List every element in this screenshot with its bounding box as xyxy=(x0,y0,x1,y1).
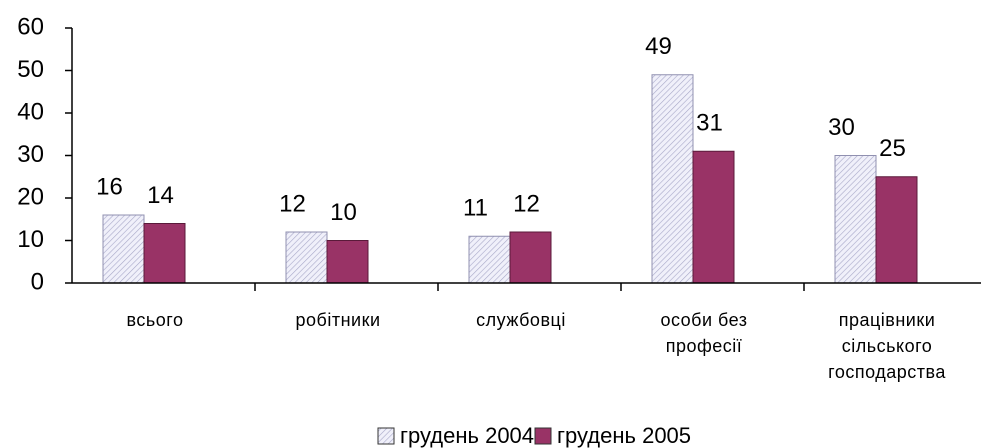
y-tick-label: 30 xyxy=(17,141,44,168)
bar xyxy=(102,214,145,284)
legend-label: грудень 2004 xyxy=(400,423,534,448)
data-label: 16 xyxy=(96,173,123,200)
y-tick-label: 0 xyxy=(31,268,44,295)
bar xyxy=(692,150,735,284)
x-tick-label: особи без професії xyxy=(660,310,748,356)
data-label: 31 xyxy=(696,110,723,137)
bar xyxy=(143,223,186,284)
legend-label: грудень 2005 xyxy=(557,423,691,448)
bar xyxy=(326,240,369,284)
x-tick-label: робітники xyxy=(295,310,381,330)
data-label: 14 xyxy=(147,182,174,209)
data-label: 12 xyxy=(513,190,540,217)
legend-swatch xyxy=(377,427,395,445)
bar xyxy=(875,176,918,284)
bar xyxy=(651,74,694,284)
y-tick-label: 10 xyxy=(17,226,44,253)
data-label: 49 xyxy=(645,33,672,60)
data-label: 12 xyxy=(279,190,306,217)
bar xyxy=(285,231,328,284)
data-label: 25 xyxy=(879,135,906,162)
data-label: 10 xyxy=(330,199,357,226)
x-tick-label: всього xyxy=(126,310,184,330)
y-tick-label: 50 xyxy=(17,56,44,83)
y-tick-label: 60 xyxy=(17,13,44,40)
y-tick-label: 20 xyxy=(17,183,44,210)
y-tick-label: 40 xyxy=(17,98,44,125)
bar xyxy=(509,231,552,284)
x-tick-label: працівники сільського господарства xyxy=(828,310,946,382)
bar xyxy=(834,155,877,284)
data-label: 11 xyxy=(463,195,488,222)
legend-swatch xyxy=(534,427,552,445)
x-tick-label: службовці xyxy=(476,310,566,330)
data-label: 30 xyxy=(828,114,855,141)
bar xyxy=(468,235,511,284)
